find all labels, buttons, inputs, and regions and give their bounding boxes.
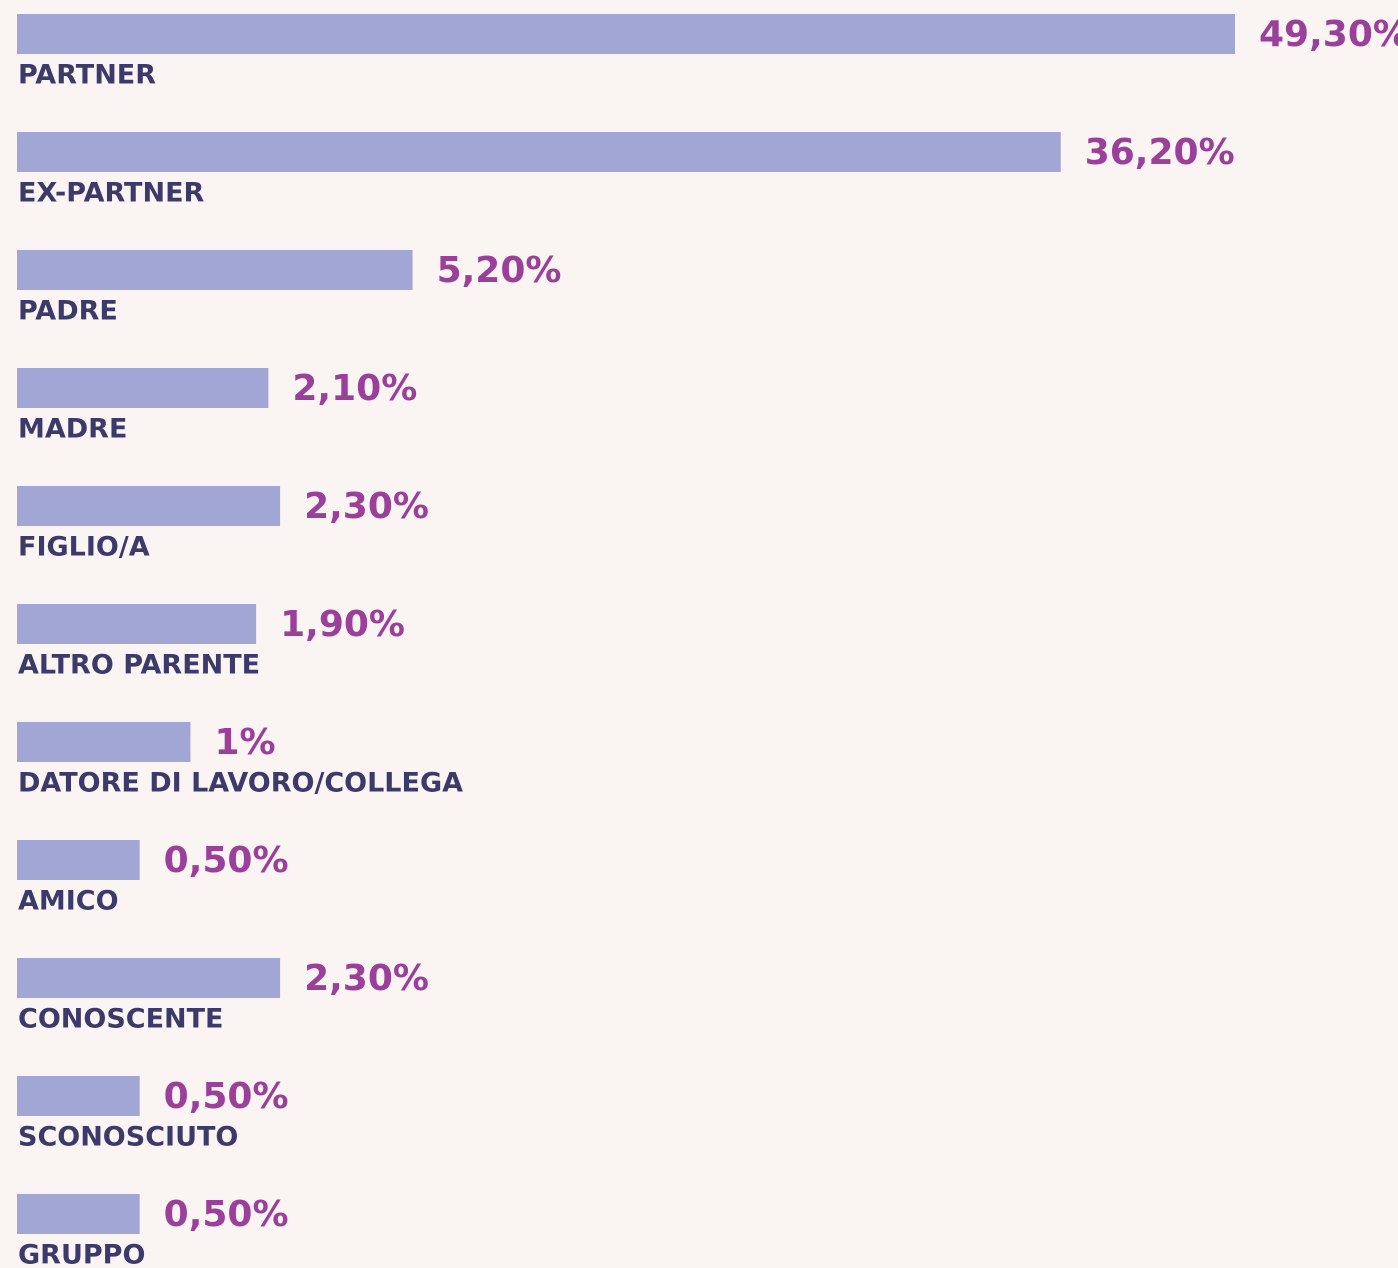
- value-label: 0,50%: [164, 1076, 289, 1117]
- value-label: 1,90%: [280, 604, 405, 645]
- bar: [17, 14, 1235, 54]
- bar: [17, 1194, 140, 1234]
- category-label: ALTRO PARENTE: [18, 650, 260, 681]
- bar: [17, 486, 281, 526]
- value-label: 2,10%: [292, 368, 417, 409]
- bar: [17, 1076, 140, 1116]
- category-label: DATORE DI LAVORO/COLLEGA: [18, 768, 463, 799]
- category-label: AMICO: [18, 886, 119, 917]
- category-label: FIGLIO/A: [18, 532, 150, 563]
- category-label: SCONOSCIUTO: [18, 1122, 238, 1153]
- value-label: 0,50%: [164, 840, 289, 881]
- value-label: 1%: [214, 722, 275, 763]
- bar: [17, 368, 269, 408]
- category-label: EX-PARTNER: [18, 178, 205, 209]
- value-label: 2,30%: [304, 486, 429, 527]
- category-label: CONOSCENTE: [18, 1004, 223, 1035]
- category-label: PADRE: [18, 296, 118, 327]
- value-label: 36,20%: [1085, 132, 1235, 173]
- bar: [17, 132, 1061, 172]
- bar: [17, 250, 413, 290]
- bar: [17, 958, 281, 998]
- bar: [17, 722, 191, 762]
- bar: [17, 840, 140, 880]
- category-label: PARTNER: [18, 60, 156, 91]
- category-label: GRUPPO: [18, 1240, 145, 1268]
- value-label: 2,30%: [304, 958, 429, 999]
- category-label: MADRE: [18, 414, 127, 445]
- value-label: 49,30%: [1259, 14, 1398, 55]
- bar: [17, 604, 257, 644]
- value-label: 0,50%: [164, 1194, 289, 1235]
- value-label: 5,20%: [437, 250, 562, 291]
